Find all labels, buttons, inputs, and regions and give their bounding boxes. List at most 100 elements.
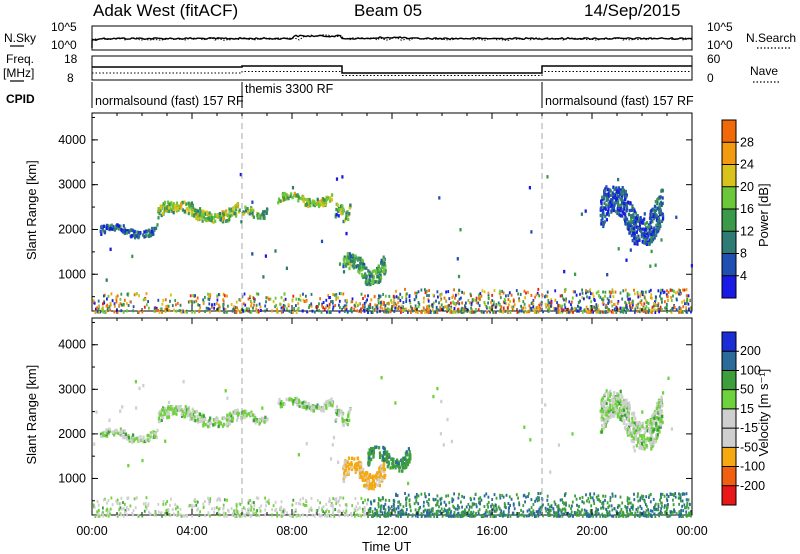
nave-trace xyxy=(92,71,692,76)
power-cell xyxy=(205,211,208,216)
velocity-cell xyxy=(380,469,383,473)
velocity-cell xyxy=(636,437,639,441)
power-cell xyxy=(345,231,348,236)
velocity-cell xyxy=(283,512,286,516)
velocity-cell xyxy=(279,405,282,409)
velocity-cell xyxy=(407,493,410,497)
power-cell xyxy=(612,206,615,210)
velocity-cell xyxy=(209,421,212,425)
power-cell xyxy=(590,300,593,304)
velocity-cell xyxy=(630,412,634,416)
velocity-cell xyxy=(532,503,535,506)
power-cell xyxy=(645,305,648,309)
power-cell xyxy=(535,293,538,297)
power-cell xyxy=(647,310,650,314)
velocity-cell xyxy=(229,414,233,418)
velocity-cell xyxy=(601,427,604,432)
velocity-cell xyxy=(327,403,330,408)
velocity-cell xyxy=(654,504,656,508)
velocity-cell xyxy=(645,420,648,425)
velocity-cell xyxy=(196,418,199,422)
power-cell xyxy=(632,216,635,220)
velocity-cell xyxy=(348,418,351,423)
velocity-cell xyxy=(557,510,560,514)
power-cell xyxy=(658,202,661,206)
power-cell xyxy=(355,265,358,269)
velocity-cell xyxy=(396,458,399,462)
power-cell xyxy=(559,294,562,298)
velocity-cell xyxy=(311,513,314,517)
velocity-cell xyxy=(124,432,127,436)
velocity-cell xyxy=(672,503,675,507)
power-cell xyxy=(392,304,395,308)
velocity-cell xyxy=(310,408,313,412)
power-cell xyxy=(389,310,392,314)
power-cell xyxy=(109,303,112,307)
power-cell xyxy=(630,224,634,229)
velocity-cell xyxy=(166,511,169,515)
power-cell xyxy=(600,222,603,226)
power-cell xyxy=(584,209,587,213)
power-cell xyxy=(274,249,277,253)
power-cell xyxy=(132,305,135,309)
velocity-cell xyxy=(379,509,382,513)
power-cell xyxy=(309,204,312,208)
power-cell xyxy=(180,206,183,210)
velocity-cell xyxy=(163,412,166,416)
velocity-cell xyxy=(372,513,374,516)
power-cell xyxy=(577,301,580,305)
velocity-cell xyxy=(247,412,250,416)
power-cell xyxy=(609,200,612,205)
velocity-cell xyxy=(185,411,188,415)
velocity-cell xyxy=(686,504,688,508)
power-cell xyxy=(265,211,268,215)
power-cell xyxy=(128,229,131,233)
power-cell xyxy=(426,310,428,314)
power-cell xyxy=(157,207,160,211)
velocity-cell xyxy=(253,418,256,422)
velocity-cell xyxy=(649,509,652,513)
power-cell xyxy=(239,298,242,302)
power-cell xyxy=(640,229,643,233)
velocity-cell xyxy=(236,510,238,514)
power-cell xyxy=(599,208,602,212)
power-cell xyxy=(276,307,278,311)
power-cell xyxy=(464,306,467,310)
velocity-cell xyxy=(401,469,404,473)
power-cell xyxy=(463,309,466,313)
power-cell xyxy=(572,290,575,294)
velocity-cell xyxy=(612,409,615,414)
velocity-cell xyxy=(131,511,133,515)
velocity-cell xyxy=(469,514,471,518)
power-cell xyxy=(279,199,282,203)
velocity-cell xyxy=(484,511,487,515)
power-cell xyxy=(374,308,377,312)
power-cell xyxy=(527,310,529,314)
power-cell xyxy=(532,302,535,306)
power-cell xyxy=(177,204,180,208)
power-cell xyxy=(287,303,290,307)
velocity-cell xyxy=(325,502,328,506)
power-cell xyxy=(621,309,624,313)
velocity-cell xyxy=(397,500,400,504)
power-cell xyxy=(593,305,595,309)
power-cell xyxy=(573,306,576,310)
velocity-cell xyxy=(245,414,248,418)
power-cell xyxy=(445,299,447,303)
velocity-cell xyxy=(624,402,627,406)
velocity-cell xyxy=(572,514,574,518)
power-cell xyxy=(665,293,668,297)
velocity-cell xyxy=(581,500,584,504)
power-cell xyxy=(622,306,624,310)
velocity-cell xyxy=(108,427,111,431)
power-cell xyxy=(217,293,220,296)
velocity-cell xyxy=(586,499,588,503)
velocity-cell xyxy=(641,421,644,426)
power-cell xyxy=(382,255,385,259)
power-cell xyxy=(624,190,627,194)
velocity-cell xyxy=(608,394,612,398)
power-cell xyxy=(295,311,298,314)
power-cell xyxy=(432,293,435,297)
velocity-cell xyxy=(193,504,196,508)
power-cell xyxy=(609,193,612,197)
